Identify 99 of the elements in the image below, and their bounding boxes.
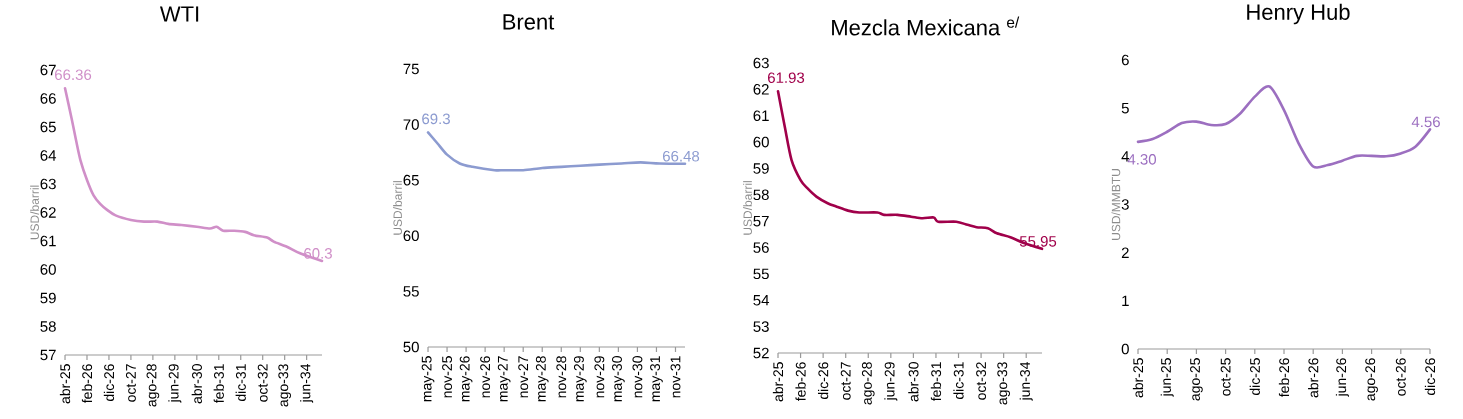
x-tick-label: oct-27 (840, 362, 851, 400)
y-tick-label: 62 (753, 84, 769, 95)
y-tick-label: 5 (1121, 102, 1129, 114)
x-tick-label: nov-28 (556, 356, 567, 398)
y-tick-label: 55 (403, 286, 419, 297)
x-tick-label: jun-25 (1160, 358, 1174, 397)
x-tick-label: dic-26 (817, 362, 829, 400)
x-tick-label: feb-31 (930, 362, 942, 402)
y-tick-label: 63 (753, 57, 769, 69)
data-label: 61.93 (768, 72, 805, 83)
y-tick-label: 59 (753, 163, 769, 174)
x-tick-label: abr-25 (1132, 358, 1144, 398)
y-axis-title: USD/MMBTU (1111, 169, 1121, 240)
x-tick-label: oct-32 (257, 364, 268, 402)
x-tick-label: may-25 (421, 356, 435, 402)
y-tick-label: 58 (753, 189, 769, 201)
x-tick-label: feb-26 (1278, 358, 1290, 398)
y-tick-label: 57 (753, 215, 769, 227)
data-label: 4.56 (1411, 116, 1440, 128)
x-tick-label: abr-30 (908, 362, 919, 402)
x-tick-label: jun-34 (1019, 361, 1033, 401)
y-tick-label: 60 (403, 230, 419, 242)
y-tick-label: 0 (1121, 343, 1129, 355)
chart-title: WTI (159, 6, 199, 22)
data-label: 66.48 (663, 150, 700, 162)
y-tick-label: 60 (40, 264, 56, 275)
y-tick-label: 61 (40, 235, 56, 247)
x-tick-label: oct-32 (976, 362, 987, 400)
y-tick-label: 70 (403, 119, 419, 130)
y-tick-label: 56 (753, 242, 769, 253)
data-label: 66.36 (55, 69, 92, 81)
data-label: 4.30 (1127, 154, 1157, 165)
x-tick-label: oct-25 (1220, 358, 1231, 396)
y-tick-label: 65 (40, 121, 56, 133)
y-tick-label: 3 (1121, 199, 1129, 210)
y-tick-label: 53 (753, 321, 769, 332)
x-tick-label: ago-33 (997, 362, 1010, 405)
x-tick-label: may-27 (497, 356, 511, 402)
x-tick-label: abr-25 (772, 362, 784, 402)
x-tick-label: dic-25 (1249, 358, 1260, 396)
x-tick-label: may-29 (573, 356, 587, 402)
x-tick-label: ago-28 (861, 362, 875, 405)
y-tick-label: 2 (1121, 247, 1129, 258)
x-tick-label: may-28 (535, 356, 549, 402)
x-tick-label: jun-29 (168, 364, 182, 403)
x-tick-label: nov-25 (442, 356, 453, 398)
x-tick-label: nov-31 (670, 356, 681, 398)
x-tick-label: ago-33 (278, 364, 292, 407)
x-tick-label: abr-25 (59, 364, 71, 404)
x-tick-label: nov-26 (480, 356, 491, 398)
y-tick-label: 75 (403, 63, 419, 75)
x-tick-label: abr-30 (191, 364, 202, 404)
x-tick-label: may-26 (459, 356, 473, 402)
x-tick-label: oct-26 (1395, 358, 1406, 396)
x-tick-label: feb-26 (81, 364, 93, 404)
chart-title: Mezcla Mexicana $^{e/}$ (832, 16, 1020, 36)
y-tick-label: 61 (753, 110, 769, 122)
x-tick-label: feb-31 (213, 364, 224, 404)
x-tick-label: ago-26 (1365, 358, 1378, 401)
y-tick-label: 66 (40, 93, 56, 104)
x-tick-label: feb-26 (795, 362, 806, 402)
y-tick-label: 60 (753, 136, 769, 148)
y-tick-label: 65 (403, 174, 419, 186)
y-tick-label: 67 (40, 64, 56, 76)
y-tick-label: 63 (40, 178, 56, 190)
x-tick-label: abr-26 (1308, 358, 1319, 398)
x-tick-label: may-30 (612, 356, 625, 402)
y-axis-title: USD/barril (393, 181, 402, 235)
x-tick-label: dic-26 (103, 364, 115, 402)
x-tick-label: jun-29 (884, 362, 898, 401)
x-tick-label: dic-31 (235, 364, 246, 402)
y-axis-title: USD/barril (743, 181, 752, 235)
y-tick-label: 59 (40, 292, 56, 304)
y-tick-label: 4 (1121, 151, 1130, 162)
chart-title: Henry Hub (1247, 3, 1350, 25)
x-tick-label: dic-26 (1424, 358, 1436, 396)
x-tick-label: jun-26 (1335, 358, 1349, 397)
y-tick-label: 62 (40, 207, 56, 218)
chart-title: Brent (503, 14, 555, 30)
y-tick-label: 6 (1121, 54, 1129, 66)
x-tick-label: ago-28 (146, 364, 160, 407)
y-tick-label: 54 (753, 295, 770, 306)
x-tick-label: may-31 (650, 356, 663, 402)
y-tick-label: 58 (40, 321, 56, 332)
data-label: 69.3 (422, 113, 450, 125)
y-tick-label: 55 (753, 268, 769, 280)
y-tick-label: 57 (40, 349, 56, 361)
x-tick-label: ago-25 (1190, 358, 1203, 401)
x-tick-label: jun-34 (300, 363, 314, 403)
y-tick-label: 50 (403, 341, 419, 353)
y-tick-label: 1 (1122, 295, 1129, 306)
x-tick-label: oct-27 (125, 364, 136, 402)
y-tick-label: 64 (40, 150, 57, 161)
x-tick-label: nov-30 (632, 356, 643, 398)
y-axis-title: USD/barril (30, 185, 39, 240)
x-tick-label: nov-29 (594, 356, 605, 398)
x-tick-label: dic-31 (953, 362, 964, 400)
y-tick-label: 52 (753, 347, 769, 359)
x-tick-label: nov-27 (518, 356, 529, 398)
